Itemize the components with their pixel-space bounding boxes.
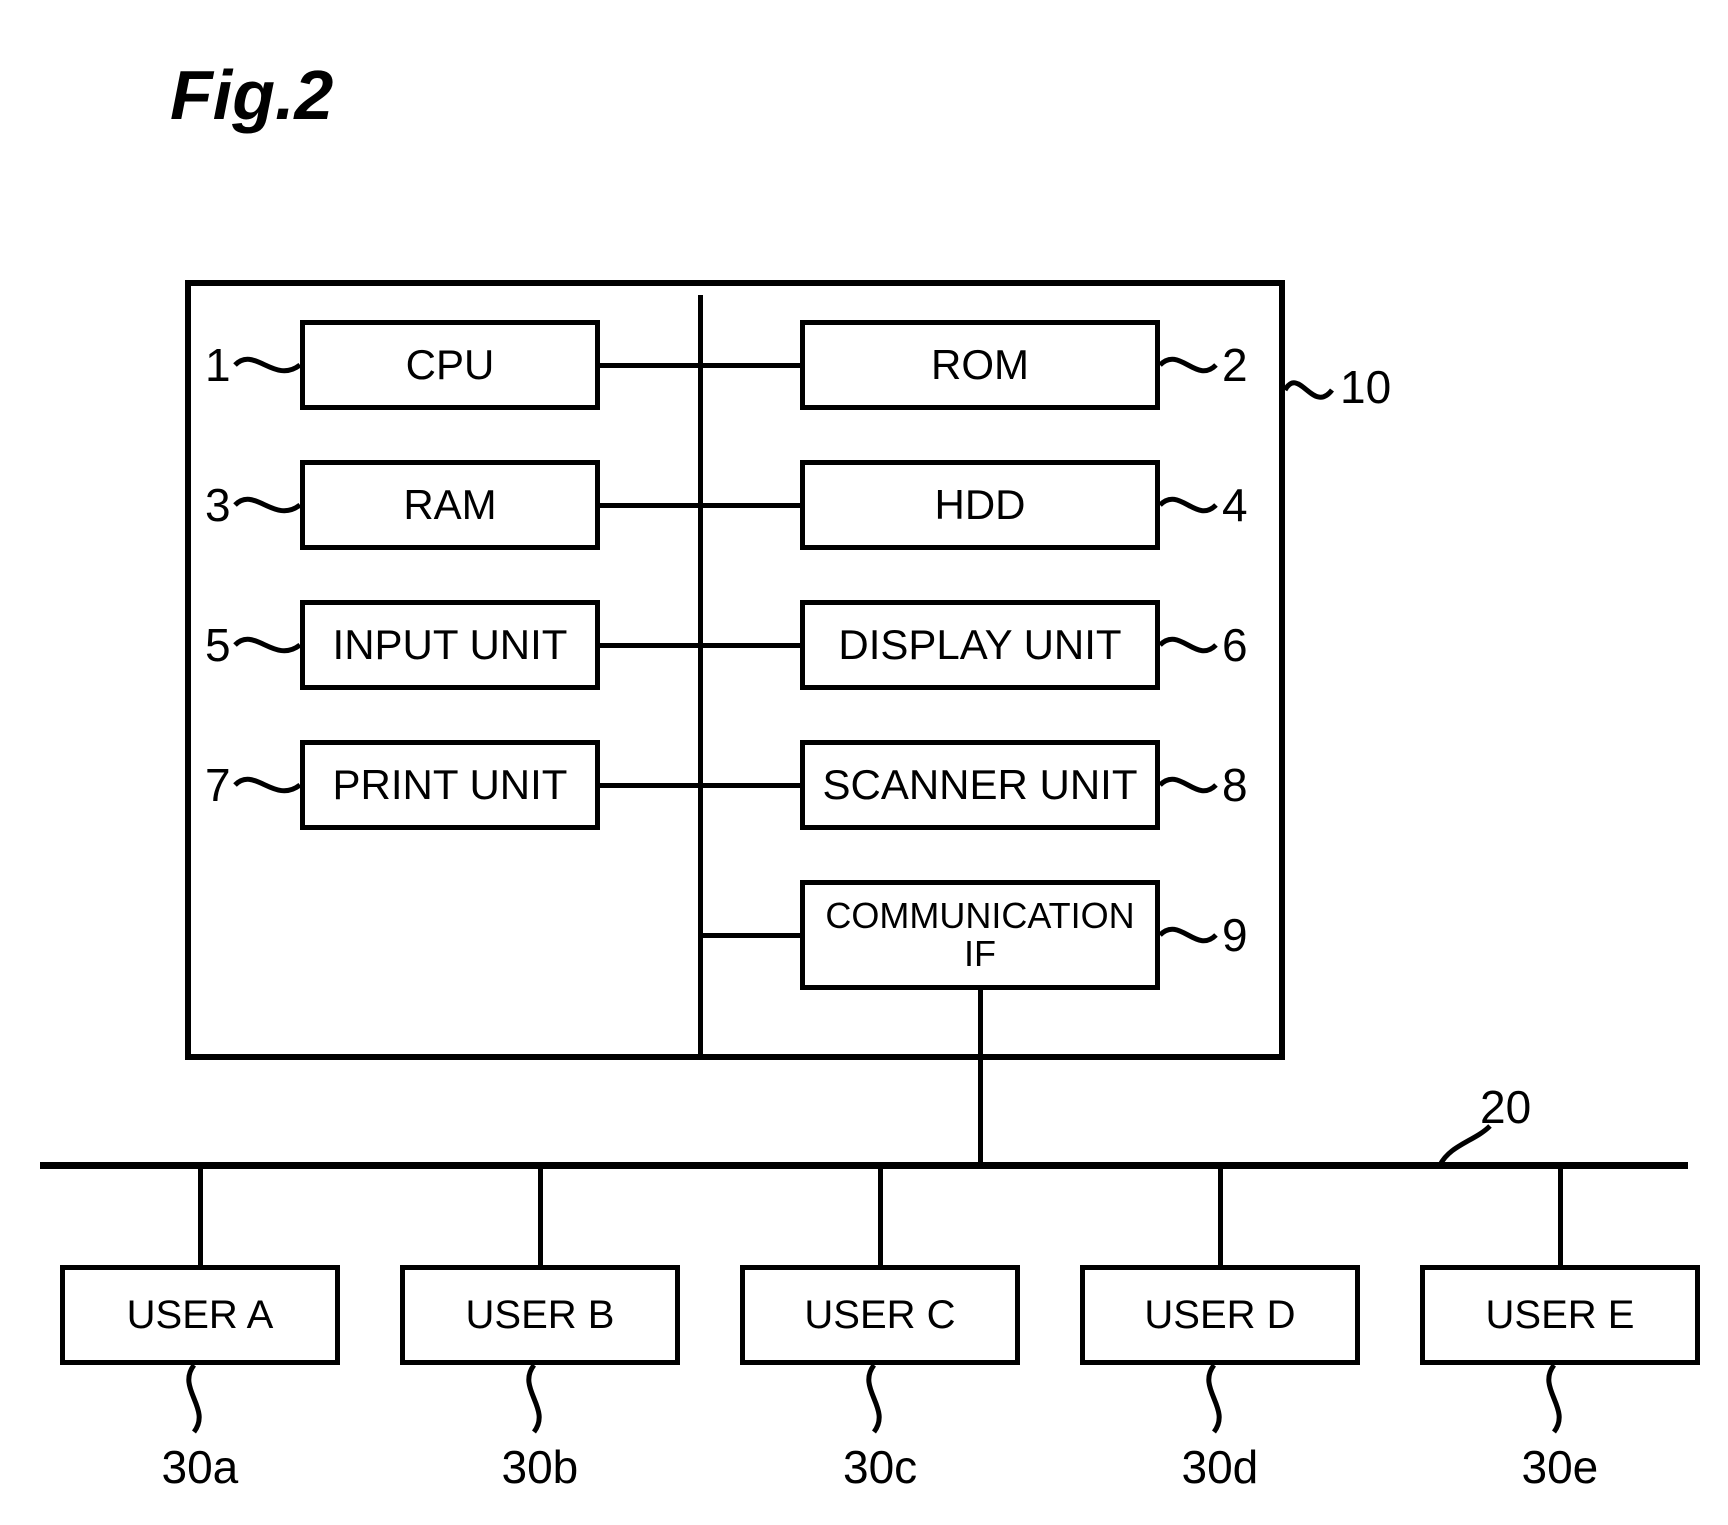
ram-ref-lead [235,475,300,535]
display-box: DISPLAY UNIT [800,600,1160,690]
input-ref-lead [235,615,300,675]
internal-bus-vertical [698,295,703,1060]
user-d-ref-lead [1184,1365,1244,1436]
user-e-box: USER E [1420,1265,1700,1365]
scanner-bus-stub [700,783,800,788]
user-b-drop [538,1165,543,1265]
cpu-ref-label: 1 [205,338,231,392]
user-c-box: USER C [740,1265,1020,1365]
ram-bus-stub [600,503,700,508]
figure-title: Fig.2 [170,55,333,135]
display-bus-stub [700,643,800,648]
device-ref-lead [1285,340,1485,440]
hdd-box: HDD [800,460,1160,550]
rom-box: ROM [800,320,1160,410]
user-c-ref-lead [844,1365,904,1436]
cpu-ref-lead [235,335,300,395]
ram-box: RAM [300,460,600,550]
user-b-ref-lead [504,1365,564,1436]
user-a-drop [198,1165,203,1265]
print-ref-lead [235,755,300,815]
print-ref-label: 7 [205,758,231,812]
scanner-ref-label: 8 [1222,758,1248,812]
user-a-box: USER A [60,1265,340,1365]
user-b-box: USER B [400,1265,680,1365]
hdd-ref-lead [1160,475,1216,535]
user-d-box: USER D [1080,1265,1360,1365]
user-e-ref-label: 30e [1522,1440,1599,1494]
user-c-drop [878,1165,883,1265]
cpu-bus-stub [600,363,700,368]
input-bus-stub [600,643,700,648]
comm-bus-stub [700,933,800,938]
user-e-ref-lead [1524,1365,1584,1436]
rom-bus-stub [700,363,800,368]
user-b-ref-label: 30b [502,1440,579,1494]
user-d-ref-label: 30d [1182,1440,1259,1494]
user-e-drop [1558,1165,1563,1265]
hdd-bus-stub [700,503,800,508]
print-box: PRINT UNIT [300,740,600,830]
rom-ref-lead [1160,335,1216,395]
scanner-box: SCANNER UNIT [800,740,1160,830]
cpu-box: CPU [300,320,600,410]
input-box: INPUT UNIT [300,600,600,690]
rom-ref-label: 2 [1222,338,1248,392]
print-bus-stub [600,783,700,788]
display-ref-lead [1160,615,1216,675]
comm-ref-label: 9 [1222,908,1248,962]
user-c-ref-label: 30c [843,1440,917,1494]
ram-ref-label: 3 [205,478,231,532]
input-ref-label: 5 [205,618,231,672]
display-ref-label: 6 [1222,618,1248,672]
hdd-ref-label: 4 [1222,478,1248,532]
user-a-ref-label: 30a [162,1440,239,1494]
scanner-ref-lead [1160,755,1216,815]
comm-to-bus-line [978,990,983,1165]
comm-box: COMMUNICATION IF [800,880,1160,990]
comm-ref-lead [1160,905,1216,965]
network-ref-lead [1440,1126,1500,1175]
user-a-ref-lead [164,1365,224,1436]
user-d-drop [1218,1165,1223,1265]
